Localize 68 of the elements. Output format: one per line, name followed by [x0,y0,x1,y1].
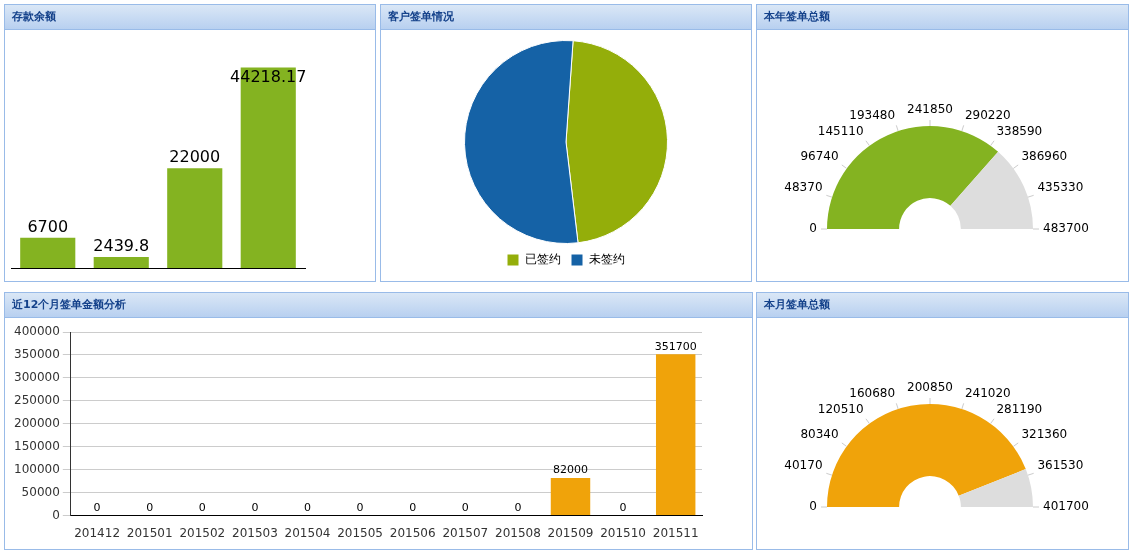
text: 281190 [996,401,1043,416]
y-tick-label: 350000 [14,347,60,362]
text: 290220 [964,107,1011,122]
data-label: 351700 [654,339,697,353]
x-tick-label: 201505 [337,525,384,540]
text: 193480 [849,107,896,122]
y-tick-label: 0 [52,507,60,522]
x-tick-label: 201510 [600,525,647,540]
text: 80340 [800,426,839,441]
y-tick-label: 400000 [14,324,60,339]
text: 241020 [964,385,1011,400]
data-label: 0 [619,500,627,514]
data-label: 0 [409,500,417,514]
bar [167,168,223,268]
y-tick-label: 200000 [14,415,60,430]
text: 361530 [1037,458,1084,473]
x-tick-label: 201502 [179,525,226,540]
data-label: 0 [198,500,206,514]
text: 0 [809,499,817,514]
chart-title: 近12个月签单金额分析 [5,293,752,318]
text: 120510 [817,401,864,416]
text: 40170 [784,458,823,473]
text: 338590 [996,123,1043,138]
y-tick-label: 50000 [21,484,60,499]
x-tick-label: 201507 [442,525,489,540]
x-tick-label: 201509 [547,525,594,540]
data-label: 0 [93,500,101,514]
data-label: 82000 [553,463,588,477]
text: 321360 [1021,426,1068,441]
x-tick-label: 201508 [495,525,541,540]
chart-title: 客户签单情况 [381,5,751,30]
y-tick-label: 150000 [14,438,60,453]
data-label: 0 [304,500,312,514]
legend-label: 未签约 [589,252,625,267]
x-tick-label: 201503 [232,525,278,540]
text: 48370 [784,180,823,195]
chart-title: 存款余额 [5,5,375,30]
text: 0 [809,221,817,236]
text: 483700 [1043,221,1089,236]
data-label: 0 [514,500,522,514]
text: 401700 [1043,499,1089,514]
text: 386960 [1021,148,1068,163]
legend-label: 已签约 [525,252,561,267]
chart-title: 本年签单总额 [757,5,1128,30]
text: 96740 [800,148,839,163]
bar [20,237,76,268]
data-label: 0 [251,500,259,514]
chart-title: 本月签单总额 [757,293,1128,318]
data-label: 0 [146,500,154,514]
x-tick-label: 201506 [389,525,436,540]
x-tick-label: 201511 [652,525,699,540]
text: 241850 [907,102,953,117]
x-tick-label: 201412 [74,525,121,540]
data-label: 2439.8 [93,236,150,256]
text: 200850 [907,380,953,395]
data-label: 0 [356,500,364,514]
bar [93,256,149,268]
data-label: 6700 [27,216,69,236]
x-tick-label: 201504 [284,525,331,540]
text: 145110 [817,123,864,138]
y-tick-label: 250000 [14,392,60,407]
data-label: 0 [461,500,469,514]
y-tick-label: 300000 [14,370,60,385]
data-label: 22000 [169,147,221,167]
text: 435330 [1037,180,1084,195]
x-tick-label: 201501 [126,525,173,540]
text: 160680 [849,385,896,400]
y-tick-label: 100000 [14,461,60,476]
